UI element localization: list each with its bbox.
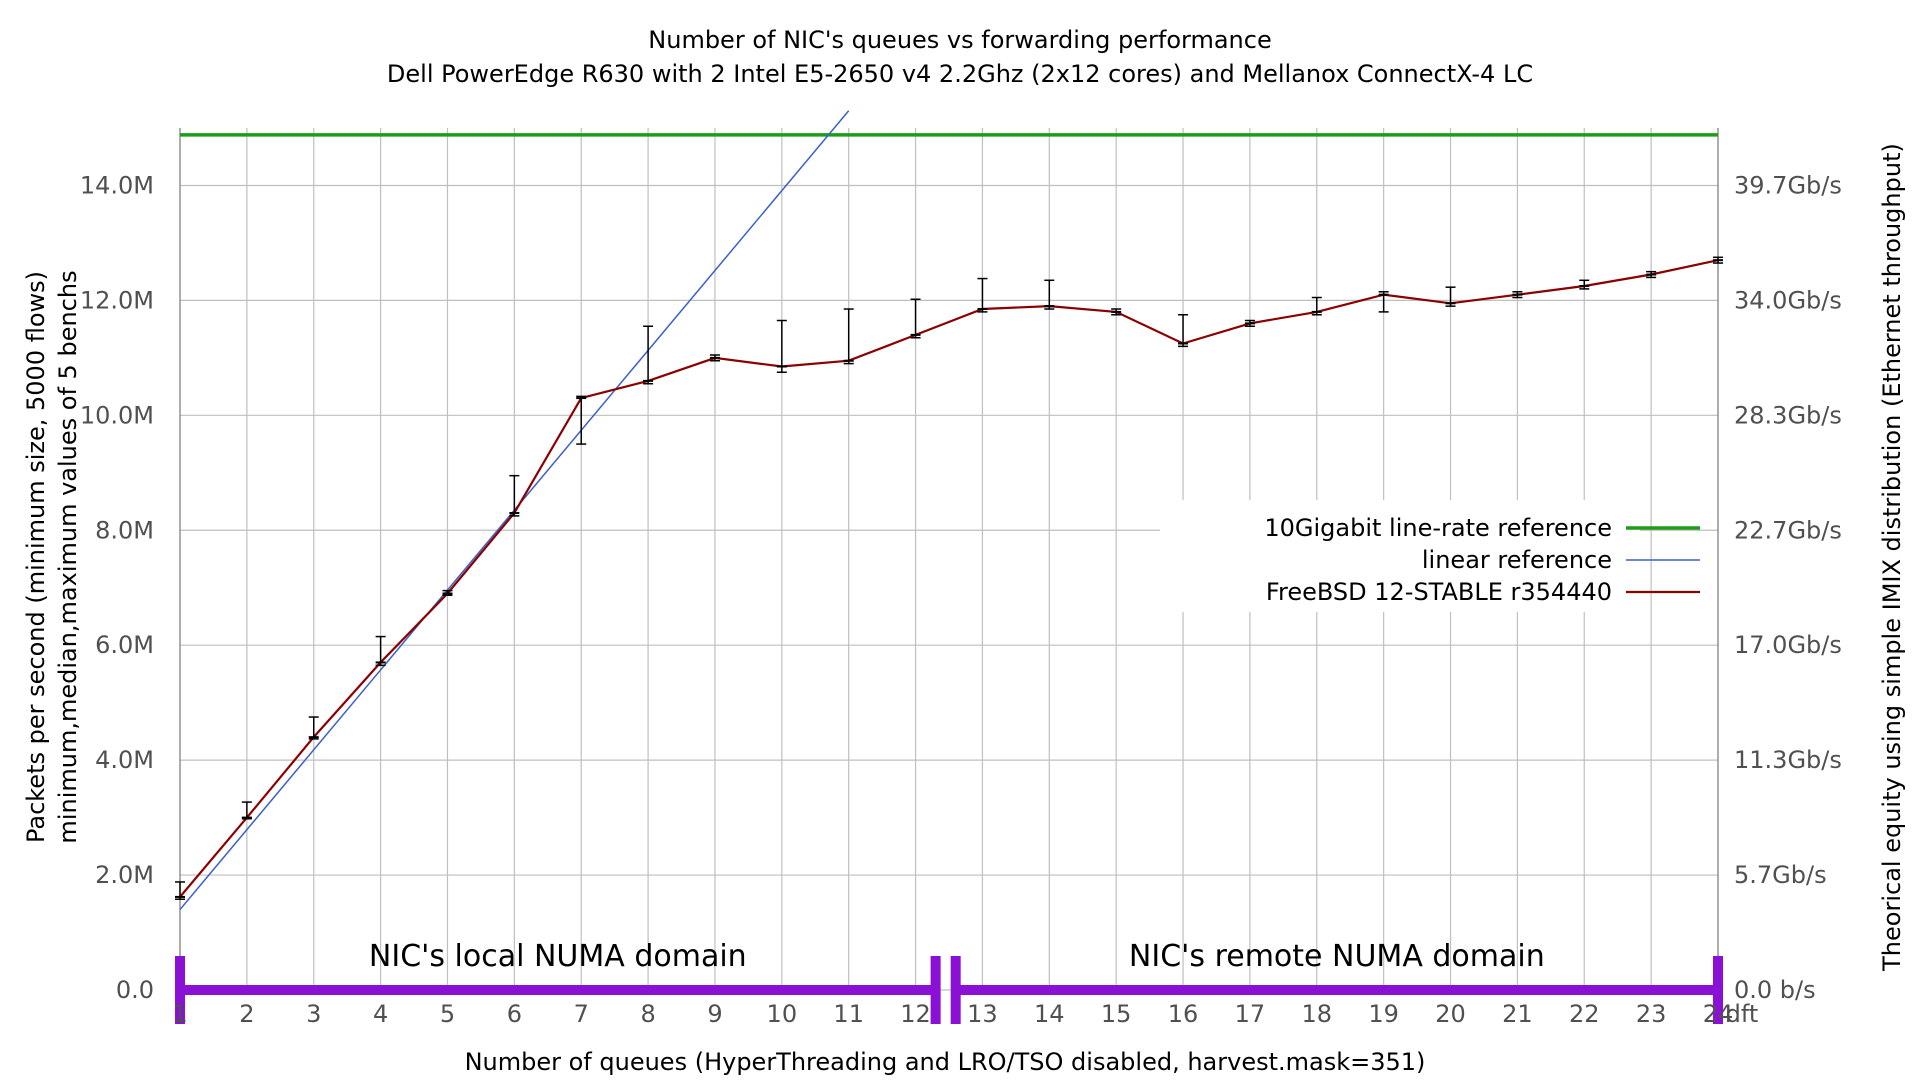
error-bar	[1646, 270, 1657, 279]
x-tick-label: 12	[900, 1000, 931, 1028]
error-bar	[1713, 256, 1723, 264]
error-bar	[576, 395, 587, 445]
y-axis-label-secondary: minimum,median,maximum values of 5 bench…	[54, 270, 82, 843]
x-tick-label: 17	[1235, 1000, 1266, 1028]
error-bar	[175, 881, 185, 900]
x-tick-label: 4	[373, 1000, 388, 1028]
error-bar	[375, 635, 386, 667]
y-tick-label: 10.0M	[80, 401, 154, 429]
error-bar	[1044, 279, 1055, 310]
x-tick-label: 15	[1101, 1000, 1132, 1028]
error-bar	[709, 354, 720, 362]
chart-title: Number of NIC's queues vs forwarding per…	[648, 26, 1271, 54]
legend: 10Gigabit line-rate reference linear refe…	[1160, 500, 1700, 612]
x-tick-label: 5	[440, 1000, 455, 1028]
legend-label: linear reference	[1422, 546, 1612, 574]
numa-local-bracket: NIC's local NUMA domain	[175, 939, 941, 1024]
x-tick-label: 2	[239, 1000, 254, 1028]
numa-annotations: NIC's local NUMA domain NIC's remote NUMA…	[175, 939, 1723, 1024]
legend-label: FreeBSD 12-STABLE r354440	[1266, 578, 1612, 606]
x-tick-label: 24	[1703, 1000, 1734, 1028]
x-tick-label: 11	[833, 1000, 864, 1028]
x-tick-label: 6	[507, 1000, 522, 1028]
x-tick-label: 13	[967, 1000, 998, 1028]
error-bar	[442, 589, 453, 596]
numa-remote-bracket: NIC's remote NUMA domain	[950, 939, 1723, 1024]
y-tick-label: 2.0M	[95, 861, 154, 889]
y2-tick-label: 0.0 b/s	[1734, 976, 1816, 1004]
error-bar	[1579, 279, 1590, 290]
y-tick-label: 8.0M	[95, 516, 154, 544]
y-tick-label: 0.0	[116, 976, 154, 1004]
y-tick-label: 6.0M	[95, 631, 154, 659]
y-tick-label: 4.0M	[95, 746, 154, 774]
y2-tick-label: 22.7Gb/s	[1734, 516, 1842, 544]
error-bar	[843, 308, 854, 365]
y2-tick-label: 39.7Gb/s	[1734, 171, 1842, 199]
error-bar	[1244, 319, 1255, 328]
y2-tick-label: 5.7Gb/s	[1734, 861, 1827, 889]
x-tick-label: 14	[1034, 1000, 1065, 1028]
error-bar	[1512, 291, 1523, 299]
error-bar	[1445, 286, 1456, 307]
error-bar	[241, 801, 252, 820]
x-tick-label: 20	[1435, 1000, 1466, 1028]
numa-label: NIC's local NUMA domain	[369, 939, 747, 974]
error-bar	[1178, 314, 1189, 348]
y2-tick-label: 17.0Gb/s	[1734, 631, 1842, 659]
error-bar	[1378, 291, 1389, 313]
error-bar	[977, 277, 988, 313]
plot-frame	[179, 128, 1719, 990]
y2-tick-label: 28.3Gb/s	[1734, 401, 1842, 429]
error-bar	[1111, 308, 1122, 316]
chart-subtitle: Dell PowerEdge R630 with 2 Intel E5-2650…	[387, 60, 1533, 88]
legend-background	[1160, 500, 1640, 612]
y2-tick-label: 11.3Gb/s	[1734, 746, 1842, 774]
x-tick-label: 1	[172, 1000, 187, 1028]
legend-label: 10Gigabit line-rate reference	[1264, 514, 1612, 542]
x-tick-label: 18	[1302, 1000, 1333, 1028]
x-tick-label: 19	[1368, 1000, 1399, 1028]
y-tick-label: 12.0M	[80, 286, 154, 314]
x-tick-label: 21	[1502, 1000, 1533, 1028]
error-bar	[308, 716, 319, 740]
y2-axis-label: Theorical equity using simple IMIX distr…	[1878, 143, 1906, 972]
error-bar	[509, 474, 520, 517]
data-series	[175, 256, 1723, 900]
numa-label: NIC's remote NUMA domain	[1129, 939, 1545, 974]
x-tick-label: 3	[306, 1000, 321, 1028]
x-tick-label: 16	[1168, 1000, 1199, 1028]
x-tick-label: 9	[707, 1000, 722, 1028]
x-tick-label: 22	[1569, 1000, 1600, 1028]
error-bar	[910, 298, 921, 339]
tick-labels: 0.0 2.0M 4.0M 6.0M 8.0M 10.0M 12.0M 14.0M 0.0 b/…	[80, 171, 1842, 1028]
y-axis-label: Packets per second (minimum size, 5000 f…	[22, 271, 50, 843]
y2-tick-label: 34.0Gb/s	[1734, 286, 1842, 314]
x-tick-label: 23	[1636, 1000, 1667, 1028]
y-tick-label: 14.0M	[80, 171, 154, 199]
x-tick-label: 10	[767, 1000, 798, 1028]
x-tick-label: 7	[574, 1000, 589, 1028]
error-bar	[776, 319, 787, 373]
freebsd-series-line	[179, 259, 1719, 898]
error-bar	[643, 325, 654, 385]
x-tick-label: 8	[640, 1000, 655, 1028]
x-axis-label: Number of queues (HyperThreading and LRO…	[465, 1048, 1426, 1076]
x-tick-label-extra: dft	[1726, 1000, 1759, 1028]
error-bar	[1311, 296, 1322, 316]
